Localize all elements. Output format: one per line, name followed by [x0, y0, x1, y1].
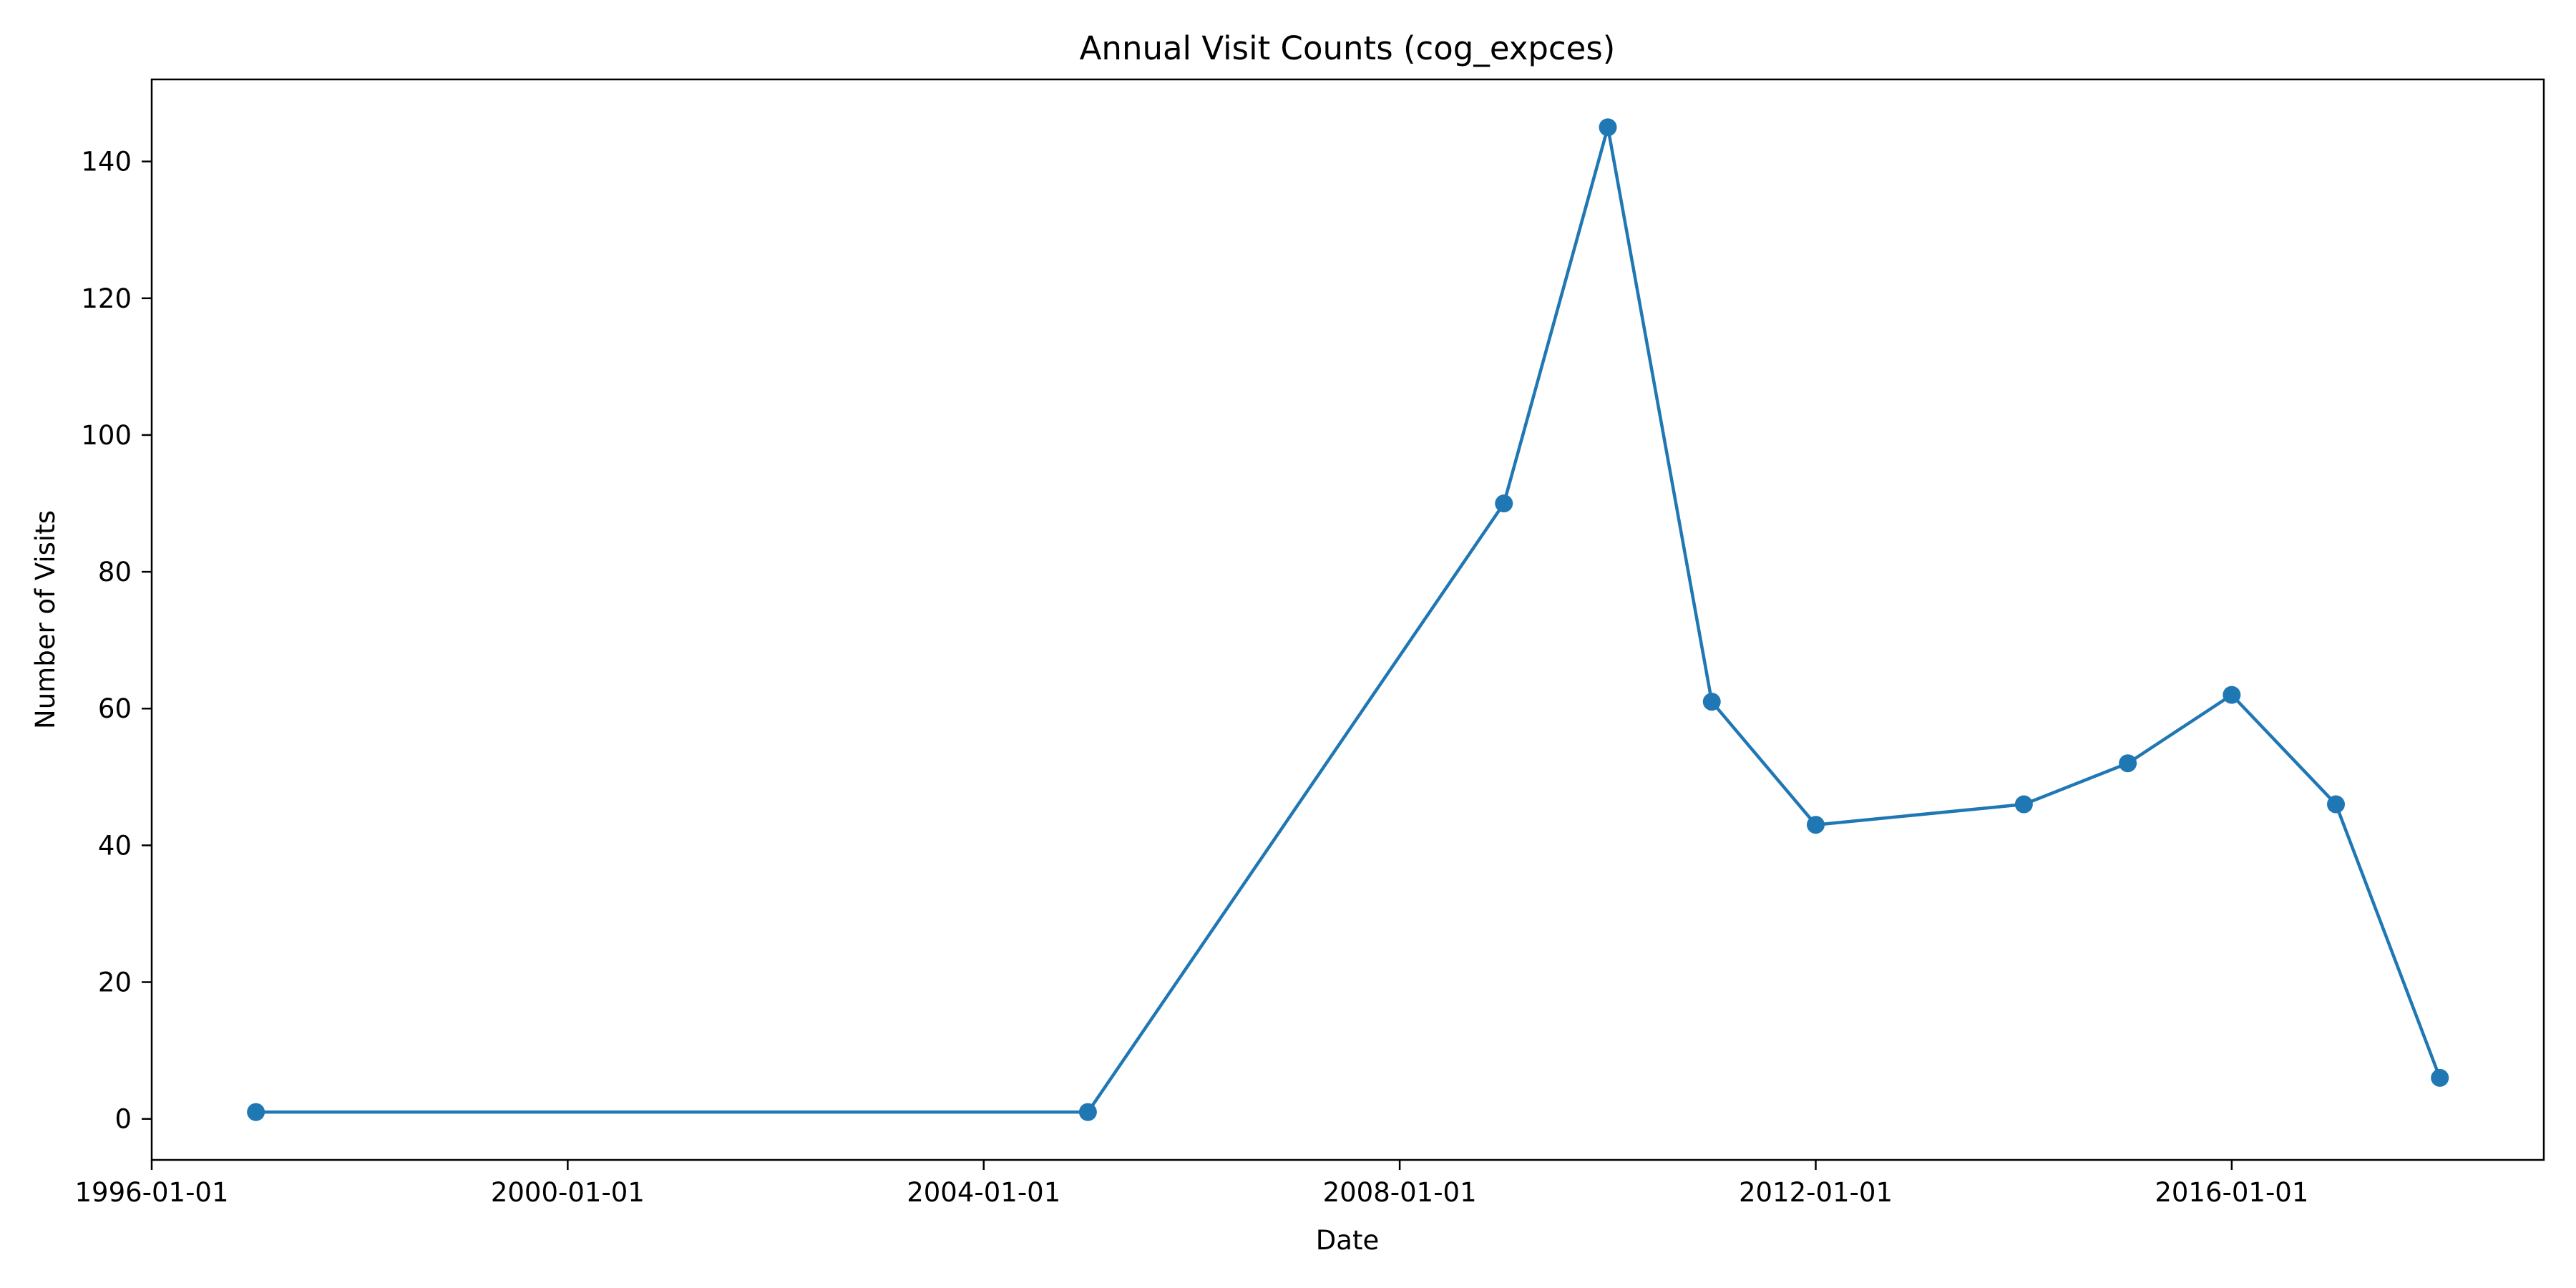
- data-point: [2327, 795, 2346, 814]
- chart-title: Annual Visit Counts (cog_expces): [1080, 29, 1616, 67]
- data-point: [247, 1103, 265, 1121]
- y-axis-ticks: 0 20 40 60 80 100 120 140: [81, 147, 152, 1135]
- data-point: [1599, 118, 1617, 137]
- y-tick-label: 120: [81, 283, 132, 314]
- y-tick-label: 80: [98, 557, 132, 587]
- data-point: [1806, 816, 1825, 834]
- y-tick-label: 0: [114, 1104, 132, 1135]
- x-tick-label: 2004-01-01: [907, 1177, 1060, 1208]
- x-axis-label: Date: [1316, 1225, 1379, 1256]
- x-tick-label: 2008-01-01: [1323, 1177, 1477, 1208]
- y-tick-label: 140: [81, 147, 132, 177]
- data-point: [1702, 693, 1721, 711]
- y-tick-label: 100: [81, 420, 132, 451]
- data-point: [2431, 1068, 2449, 1087]
- y-tick-label: 20: [98, 967, 132, 998]
- y-axis-label: Number of Visits: [30, 510, 61, 729]
- data-point: [2119, 754, 2137, 773]
- x-axis-ticks: 1996-01-01 2000-01-01 2004-01-01 2008-01-01…: [74, 1160, 2308, 1208]
- data-point: [1078, 1103, 1097, 1121]
- x-tick-label: 2016-01-01: [2155, 1177, 2308, 1208]
- x-tick-label: 2012-01-01: [1739, 1177, 1893, 1208]
- x-tick-label: 2000-01-01: [491, 1177, 645, 1208]
- x-tick-label: 1996-01-01: [74, 1177, 228, 1208]
- data-point: [2014, 795, 2033, 814]
- data-point: [1495, 494, 1513, 513]
- data-point: [2223, 686, 2241, 704]
- series-layer: [247, 118, 2449, 1121]
- plot-frame: [150, 78, 2545, 1161]
- y-tick-label: 40: [98, 830, 132, 861]
- y-tick-label: 60: [98, 693, 132, 724]
